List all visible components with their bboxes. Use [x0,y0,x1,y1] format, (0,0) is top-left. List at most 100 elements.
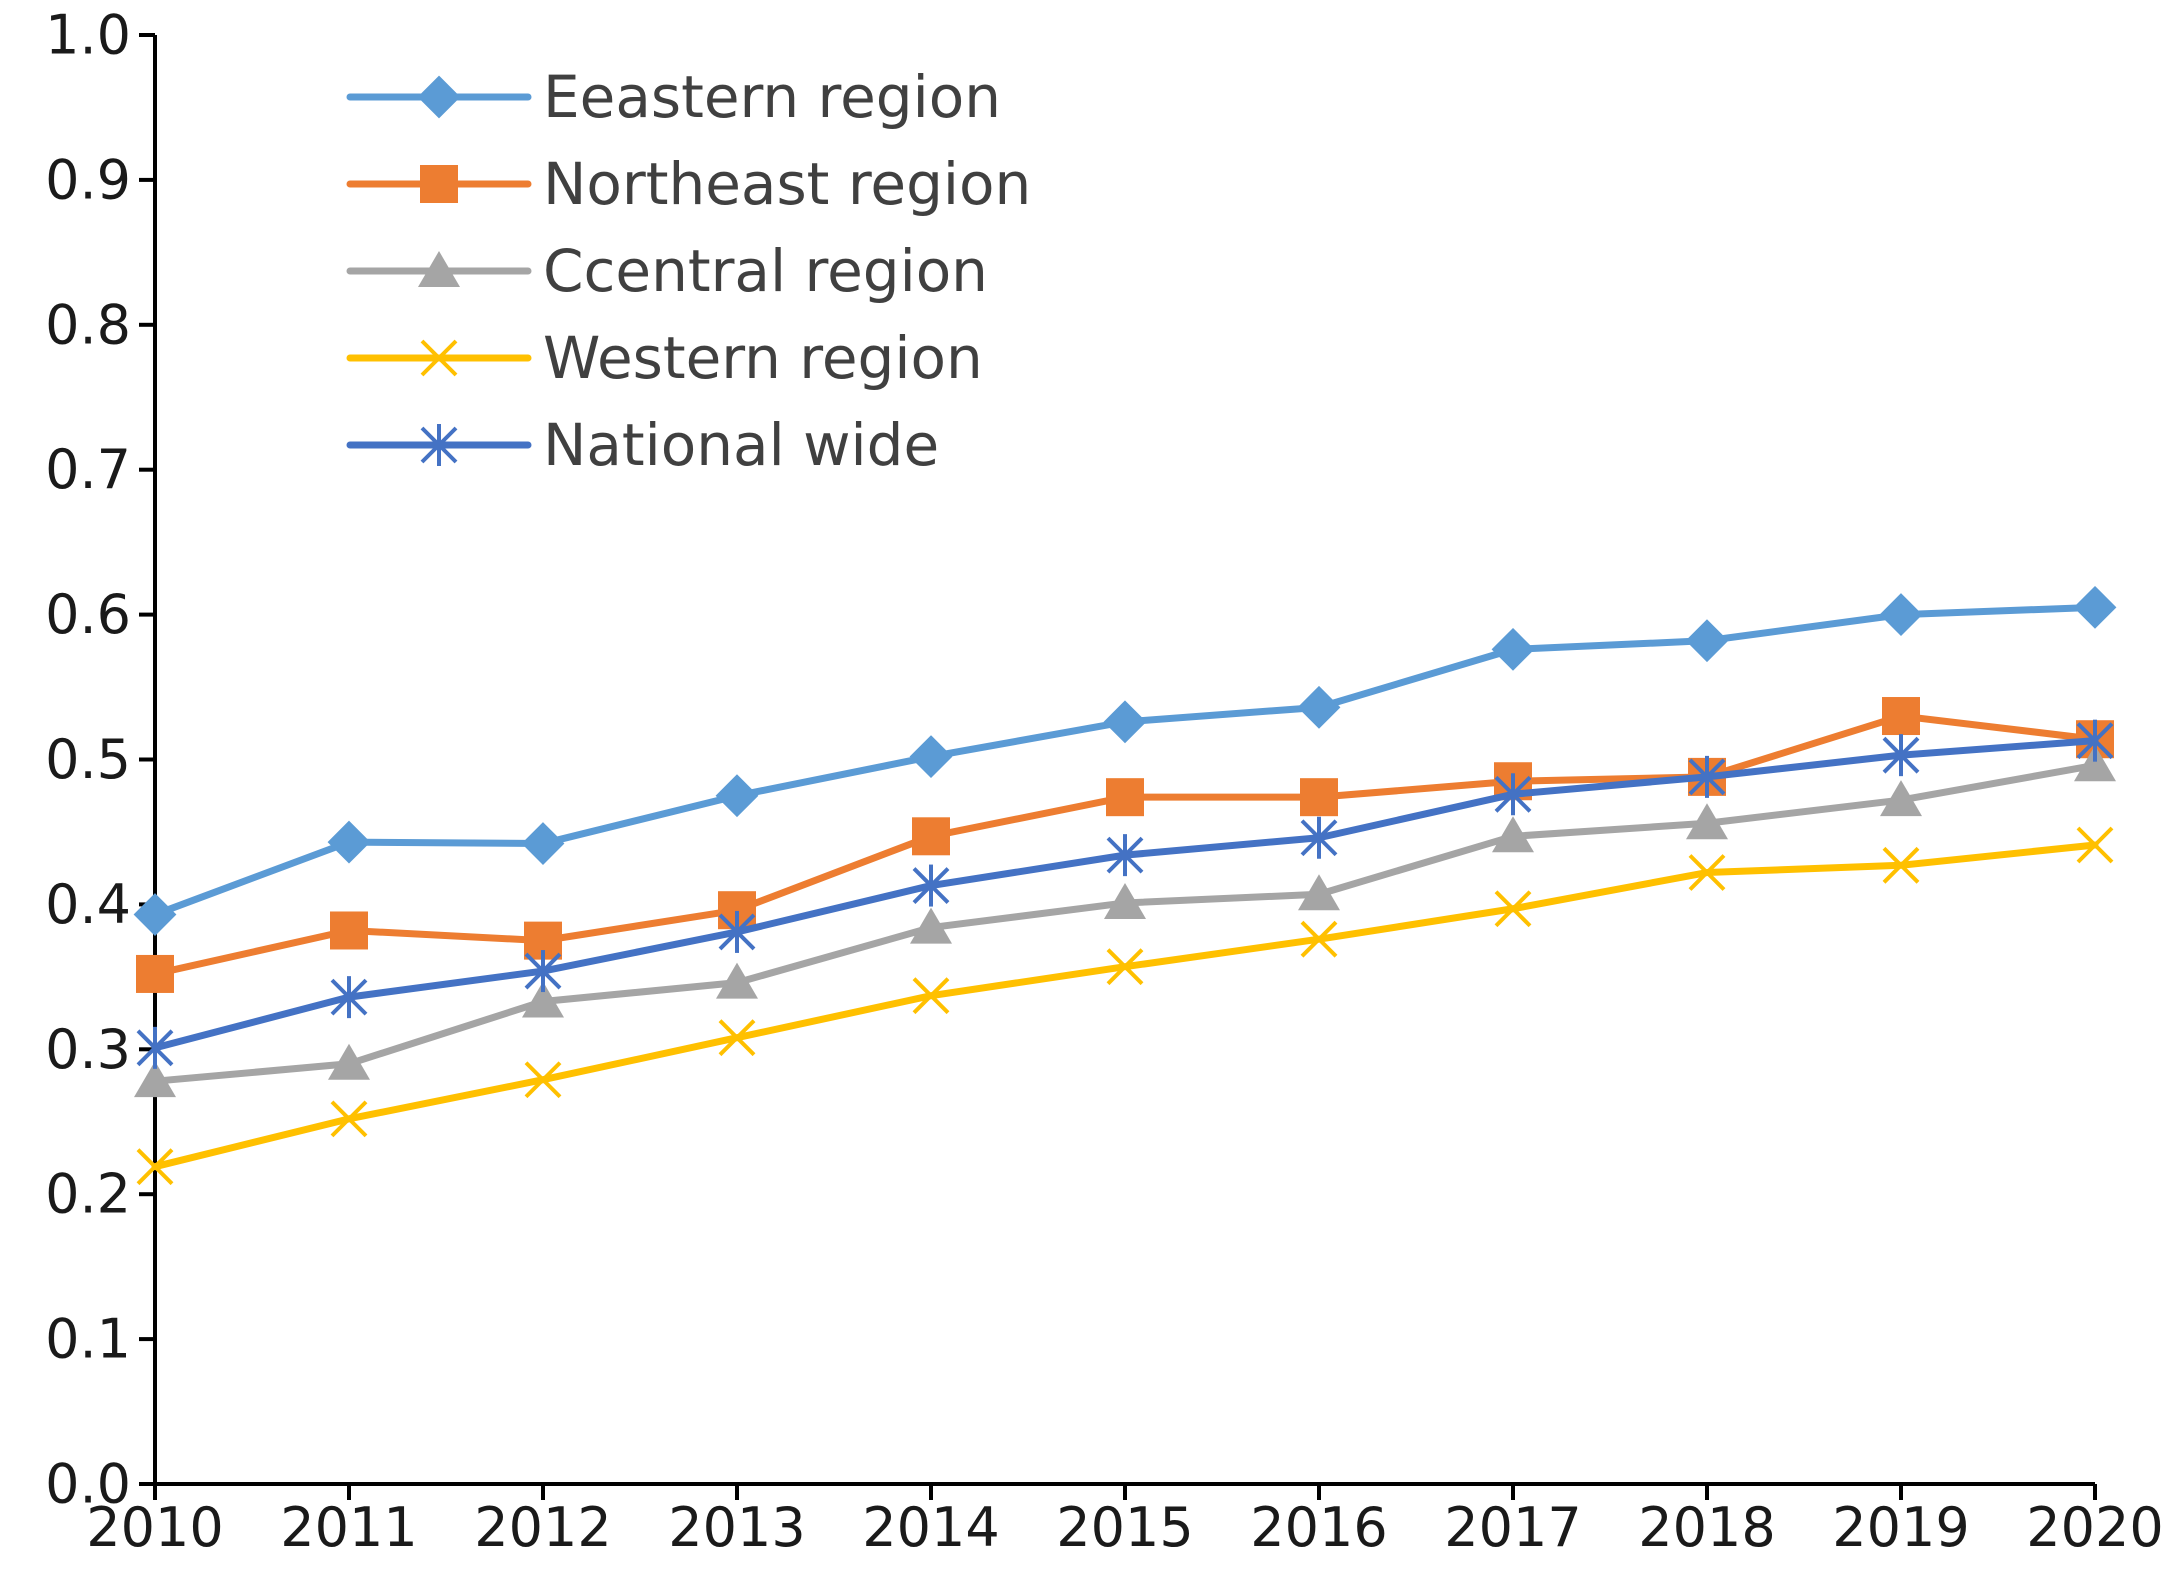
data-point [1494,890,1532,928]
data-point [1104,882,1146,919]
data-point [1298,874,1340,911]
data-point [716,962,758,999]
data-point [2073,585,2117,629]
data-point [330,1100,368,1138]
data-point [1880,780,1922,817]
data-point [136,1148,174,1186]
x-tick-label: 2015 [1056,1496,1193,1559]
marker-stroke [912,977,950,1015]
data-point [1106,834,1144,877]
data-point [1882,734,1920,777]
data-point [524,1061,562,1099]
legend-label: Northeast region [543,150,1031,218]
data-point [1106,778,1144,817]
marker-stroke [718,1019,756,1057]
data-point [327,820,371,864]
legend-label: Ccentral region [543,237,988,305]
legend-label: National wide [543,411,939,479]
data-point [1685,619,1729,663]
legend-label: Eeastern region [543,63,1001,131]
x-tick-label: 2020 [2026,1496,2163,1559]
y-tick-label: 0.0 [45,1453,131,1516]
x-tick-label: 2013 [668,1496,805,1559]
legend-marker [418,251,460,287]
x-tick-label: 2010 [86,1496,223,1559]
y-tick-label: 0.8 [45,293,131,356]
data-point [328,1043,370,1080]
marker-stroke [1106,948,1144,986]
data-point [910,907,952,944]
marker-stroke [1494,890,1532,928]
data-point [1491,627,1535,671]
legend-marker [420,165,458,203]
legend-item-ccentral-region: Ccentral region [346,237,988,305]
data-point [2076,719,2114,762]
y-tick-label: 0.2 [45,1163,131,1226]
data-point [909,735,953,779]
series-national-wide [136,719,2114,1069]
data-point [330,976,368,1019]
data-point [1879,593,1923,637]
marker-stroke [420,339,458,377]
data-point [715,774,759,818]
data-point [1882,697,1920,736]
series-eeastern-region [133,585,2117,936]
series-western-region [136,826,2114,1186]
y-tick-label: 0.4 [45,873,131,936]
data-point [718,1019,756,1057]
legend-label: Western region [543,324,983,392]
data-point [1882,846,1920,884]
x-tick-label: 2019 [1832,1496,1969,1559]
data-point [133,893,177,936]
data-point [1297,685,1341,729]
y-tick-label: 0.7 [45,438,131,501]
y-tick-label: 0.5 [45,728,131,791]
y-tick-label: 0.9 [45,148,131,211]
x-tick-label: 2016 [1250,1496,1387,1559]
data-point [1494,773,1532,816]
data-point [912,817,950,856]
data-point [1686,803,1728,840]
legend-marker [417,75,461,119]
data-point [912,977,950,1015]
y-tick-label: 0.3 [45,1018,131,1081]
data-point [136,1026,174,1069]
data-point [1300,920,1338,958]
legend-marker [420,424,458,466]
legend-item-national-wide: National wide [346,411,939,479]
data-point [1688,854,1726,891]
x-tick-label: 2014 [862,1496,999,1559]
data-point [1300,816,1338,859]
data-point [2076,826,2114,864]
marker-stroke [1300,920,1338,958]
axes: 0.0 0.1 0.2 0.3 0.4 0.5 0.6 0.7 0.8 0.9 1.0 2010 201… [45,4,2164,1560]
data-point [1300,778,1338,817]
legend-marker [420,339,458,377]
data-point [1492,816,1534,853]
marker-stroke [1882,846,1920,884]
legend: Eeastern region Northeast region Ccentral … [346,63,1031,479]
legend-item-eeastern-region: Eeastern region [346,63,1001,131]
data-point [524,950,562,993]
data-point [2074,745,2116,782]
x-tick-label: 2017 [1444,1496,1581,1559]
marker-stroke [524,1061,562,1099]
y-tick-label: 0.1 [45,1308,131,1371]
marker-stroke [136,1148,174,1186]
y-tick-label: 1.0 [45,4,131,67]
marker-stroke [1688,854,1726,891]
x-tick-label: 2012 [474,1496,611,1559]
y-tick-label: 0.6 [45,583,131,646]
legend-item-western-region: Western region [346,324,983,392]
x-tick-label: 2018 [1638,1496,1775,1559]
marker-stroke [2076,826,2114,864]
data-point [136,954,174,993]
series-ccentral-region [134,745,2116,1098]
x-tick-label: 2011 [280,1496,417,1559]
data-point [1688,755,1726,798]
data-point [1106,948,1144,986]
marker-stroke [330,1100,368,1138]
data-point [521,822,565,865]
